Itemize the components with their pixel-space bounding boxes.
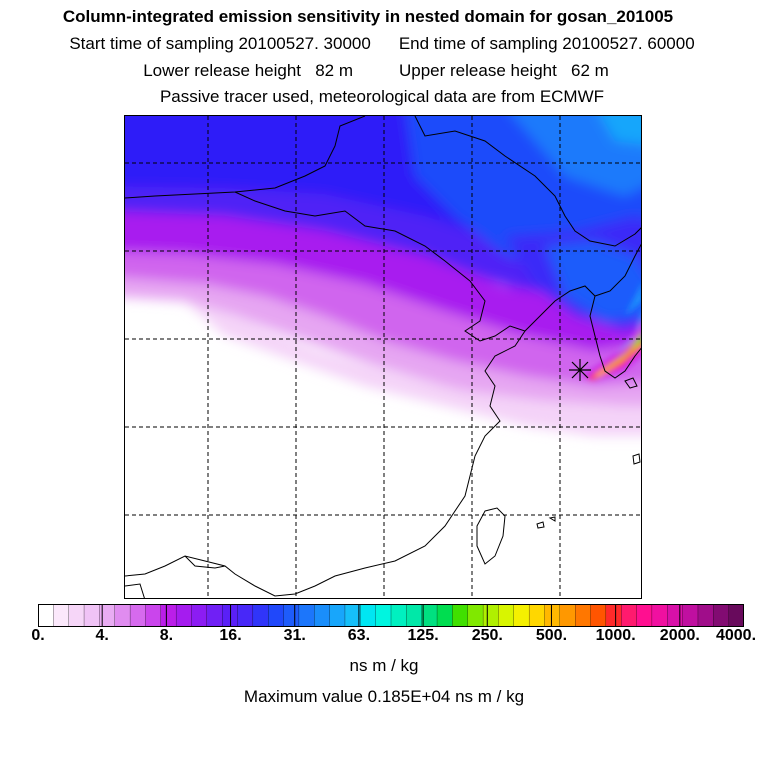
colorbar-cell [191, 604, 208, 627]
colorbar-cell [175, 604, 193, 627]
colorbar-cell [605, 604, 622, 627]
plot-title: Column-integrated emission sensitivity i… [62, 7, 674, 26]
colorbar-tick-label: 2000. [659, 627, 700, 644]
colorbar-cell [375, 604, 392, 627]
colorbar-cell [682, 604, 699, 627]
colorbar-cell [482, 604, 500, 627]
colorbar-cell [621, 604, 638, 627]
colorbar-cell [268, 604, 285, 627]
colorbar-cell [145, 604, 162, 627]
release-lower: Lower release height 82 m [143, 61, 353, 80]
colorbar-cell [575, 604, 592, 627]
colorbar-cell [697, 604, 714, 627]
colorbar-cell [83, 604, 101, 627]
colorbar-cell [114, 604, 131, 627]
colorbar-tick-label: 8. [159, 627, 174, 644]
colorbar-cell [160, 604, 177, 627]
colorbar-cell [206, 604, 223, 627]
colorbar-tick-label: 250. [471, 627, 503, 644]
sampling-end: End time of sampling 20100527. 60000 [398, 34, 695, 53]
colorbar-cell [252, 604, 269, 627]
sensitivity-map [124, 115, 642, 599]
colorbar-tick-label: 4. [95, 627, 109, 644]
colorbar-cell [528, 604, 546, 627]
colorbar-cell [390, 604, 408, 627]
tracer-note: Passive tracer used, meteorological data… [159, 87, 605, 106]
colorbar-cell [713, 604, 730, 627]
colorbar-cell [590, 604, 607, 627]
sampling-start: Start time of sampling 20100527. 30000 [69, 34, 371, 53]
colorbar-cell [513, 604, 530, 627]
colorbar-cell [498, 604, 515, 627]
colorbar-cell [329, 604, 346, 627]
colorbar-cell [544, 604, 561, 627]
colorbar-cell [651, 604, 668, 627]
map-canvas [125, 116, 641, 598]
colorbar-cell [728, 604, 744, 627]
colorbar-cell [452, 604, 469, 627]
colorbar [38, 604, 744, 627]
colorbar-cell [38, 604, 55, 627]
release-upper: Upper release height 62 m [399, 61, 609, 80]
sampling-times: Start time of sampling 20100527. 30000 En… [0, 34, 766, 54]
colorbar-tick-label: 1000. [595, 627, 636, 644]
colorbar-cell [129, 604, 147, 627]
colorbar-cell [314, 604, 331, 627]
colorbar-cell [467, 604, 484, 627]
receptor-marker [569, 359, 591, 381]
colorbar-tick-label: 31. [283, 627, 306, 644]
grid-lines [125, 116, 641, 598]
colorbar-tick-label: 16. [219, 627, 242, 644]
colorbar-cell [667, 604, 684, 627]
colorbar-tick-label: 4000. [715, 627, 757, 644]
colorbar-cell [298, 604, 315, 627]
colorbar-cell [283, 604, 300, 627]
colorbar-tick-label: 125. [407, 627, 439, 644]
colorbar-cell [436, 604, 454, 627]
coastline [125, 116, 641, 598]
colorbar-cell [360, 604, 377, 627]
colorbar-cell [53, 604, 70, 627]
release-heights: Lower release height 82 m Upper release h… [0, 61, 760, 81]
colorbar-tick-label: 0. [31, 627, 45, 644]
colorbar-cell [421, 604, 438, 627]
colorbar-units: ns m / kg [349, 656, 419, 675]
colorbar-tick-label: 63. [347, 627, 371, 644]
colorbar-tick-label: 500. [535, 627, 568, 644]
maximum-value: Maximum value 0.185E+04 ns m / kg [243, 687, 525, 706]
colorbar-cell [406, 604, 423, 627]
colorbar-cell [68, 604, 85, 627]
colorbar-cell [559, 604, 576, 627]
colorbar-cell [237, 604, 254, 627]
colorbar-cell [636, 604, 653, 627]
